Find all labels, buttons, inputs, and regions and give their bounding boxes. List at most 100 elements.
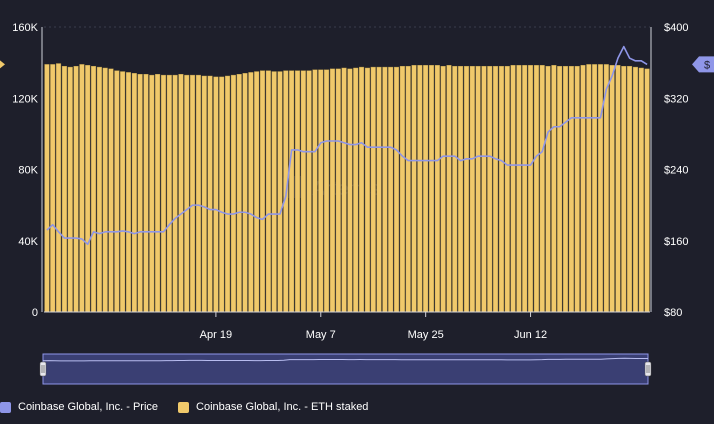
bar: [271, 71, 277, 313]
bar: [225, 75, 231, 313]
bar: [557, 65, 563, 313]
bar: [341, 67, 347, 313]
bar: [178, 73, 184, 313]
left-axis-tick-label: 160K: [12, 22, 38, 34]
bar: [190, 74, 196, 313]
bar: [347, 68, 353, 313]
bar: [638, 67, 644, 313]
bar: [615, 65, 621, 313]
bar: [300, 70, 306, 313]
bar: [56, 63, 62, 313]
bar: [411, 65, 417, 313]
chart-legend: Coinbase Global, Inc. - Price Coinbase G…: [0, 398, 388, 416]
bar: [545, 65, 551, 313]
bar: [481, 65, 487, 313]
bar: [580, 65, 586, 313]
bar: [446, 65, 452, 313]
bar: [528, 65, 534, 313]
bar: [166, 74, 172, 313]
bar: [516, 65, 522, 313]
bar: [289, 70, 295, 313]
bar: [417, 65, 423, 313]
bar: [137, 73, 143, 313]
bar: [114, 70, 120, 313]
bar: [510, 65, 516, 313]
bar: [632, 66, 638, 313]
bar: [458, 65, 464, 313]
right-axis-tick-label: $320: [664, 93, 688, 105]
bar: [207, 75, 213, 313]
bar: [504, 65, 510, 313]
legend-swatch-price: [0, 401, 11, 413]
bar: [592, 64, 598, 313]
bar: [574, 65, 580, 313]
bar: [463, 65, 469, 313]
bar: [603, 64, 609, 313]
right-axis-tick-label: $400: [664, 22, 688, 34]
right-axis-tick-label: $240: [664, 165, 688, 177]
bar: [149, 74, 155, 313]
right-price-marker-label: $: [704, 59, 710, 71]
bar: [324, 69, 330, 313]
legend-swatch-eth-staked: [178, 401, 190, 413]
bar: [452, 65, 458, 313]
bar: [306, 70, 312, 313]
bar: [493, 65, 499, 313]
bar: [364, 67, 370, 313]
bar: [236, 73, 242, 313]
bar: [294, 70, 300, 313]
left-axis-tick-label: 80K: [18, 165, 38, 177]
bar: [329, 68, 335, 313]
right-axis-tick-label: $80: [664, 307, 682, 319]
x-axis-tick-label: Jun 12: [514, 329, 547, 341]
bar: [91, 65, 97, 313]
bar: [382, 66, 388, 313]
bar: [627, 65, 633, 313]
bar: [586, 64, 592, 313]
bar: [568, 65, 574, 313]
bar: [434, 65, 440, 313]
bar: [50, 64, 56, 313]
legend-item-price[interactable]: Coinbase Global, Inc. - Price: [0, 401, 158, 413]
bar: [260, 70, 266, 313]
chart-svg: 0$8040K$16080K$240120K$320160K$400Artemi…: [0, 22, 714, 385]
bar: [370, 66, 376, 313]
legend-label-price: Coinbase Global, Inc. - Price: [18, 401, 159, 413]
bar: [230, 74, 236, 313]
bar: [172, 74, 178, 313]
x-axis-tick-label: May 7: [306, 329, 336, 341]
price-line: [46, 45, 648, 246]
navigator-right-handle[interactable]: [644, 361, 652, 377]
legend-item-eth-staked[interactable]: Coinbase Global, Inc. - ETH staked: [178, 401, 368, 413]
bar: [79, 64, 85, 313]
bar: [428, 65, 435, 313]
bar: [312, 69, 318, 313]
bar: [440, 65, 446, 313]
bar: [388, 66, 394, 313]
bar: [533, 65, 539, 313]
bar: [219, 76, 225, 313]
bar: [85, 65, 91, 313]
bar: [539, 65, 545, 313]
bar: [195, 74, 201, 313]
bar: [376, 66, 382, 313]
bar: [213, 76, 219, 313]
bar: [423, 65, 429, 313]
bar: [609, 65, 615, 313]
x-axis-tick-label: Apr 19: [200, 329, 232, 341]
navigator-left-handle[interactable]: [39, 361, 47, 377]
legend-label-eth-staked: Coinbase Global, Inc. - ETH staked: [196, 401, 369, 413]
bar: [125, 72, 132, 313]
bar: [108, 68, 114, 313]
bar: [277, 71, 283, 313]
bar: [96, 66, 102, 313]
left-axis-tick-label: 40K: [18, 236, 38, 248]
bar: [67, 66, 73, 313]
bar-series: [44, 63, 650, 313]
bar: [551, 65, 557, 313]
right-price-marker: [692, 56, 714, 73]
bar: [359, 66, 365, 313]
bar: [254, 71, 260, 313]
bar: [102, 67, 108, 313]
bar: [201, 75, 207, 313]
